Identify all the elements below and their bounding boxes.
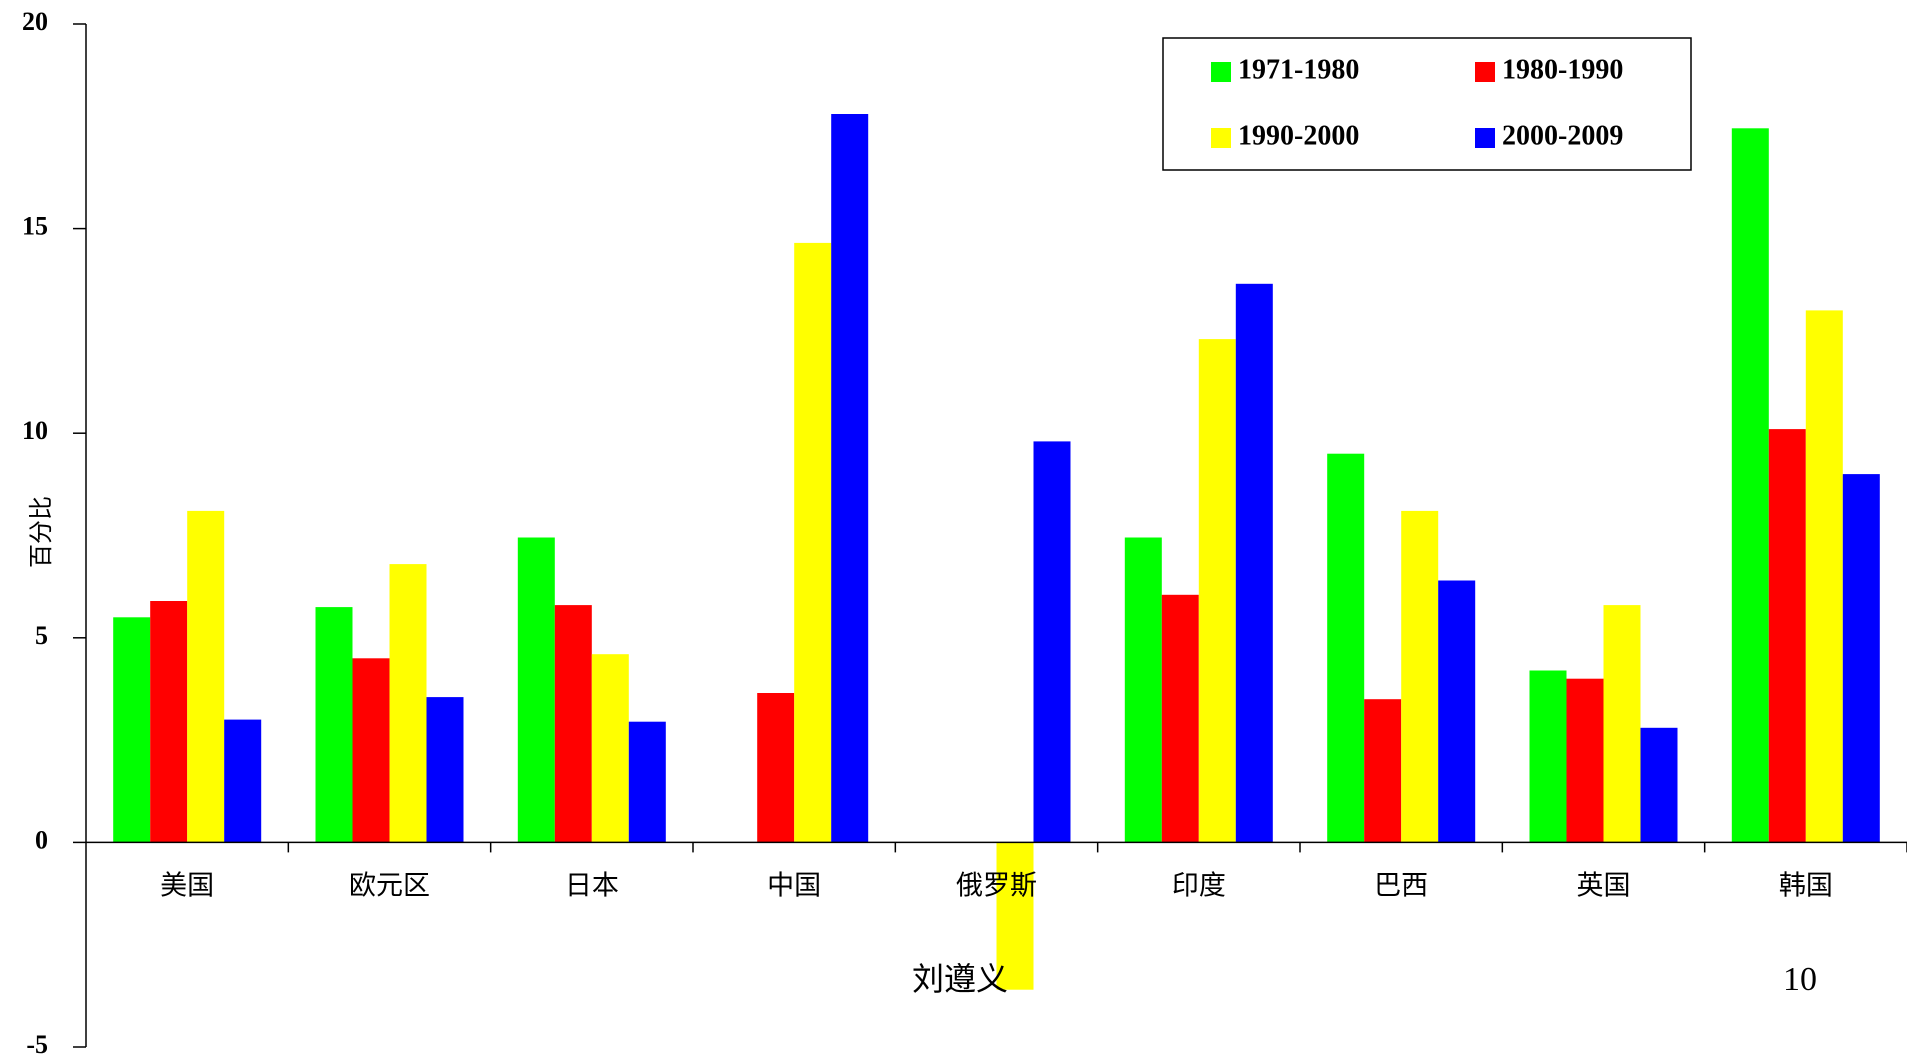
legend-swatch xyxy=(1211,62,1231,82)
bar-1971-1980-欧元区 xyxy=(315,607,353,843)
x-category-label: 印度 xyxy=(1172,870,1226,901)
y-tick-label: 10 xyxy=(22,416,48,445)
bar-2000-2009-中国 xyxy=(831,114,869,843)
legend-entry: 1990-2000 xyxy=(1238,120,1359,151)
bar-1990-2000-韩国 xyxy=(1805,310,1843,843)
bar-2000-2009-日本 xyxy=(628,721,666,843)
bar-1990-2000-巴西 xyxy=(1401,510,1439,843)
bar-1990-2000-英国 xyxy=(1603,605,1641,843)
bar-1980-1990-巴西 xyxy=(1364,699,1402,843)
page-number: 10 xyxy=(1783,961,1817,998)
bar-2000-2009-英国 xyxy=(1640,727,1678,843)
bar-2000-2009-印度 xyxy=(1235,283,1273,843)
y-tick-label: 15 xyxy=(22,212,48,241)
bar-1990-2000-美国 xyxy=(187,510,225,843)
y-tick-label: -5 xyxy=(26,1030,48,1059)
bar-1971-1980-英国 xyxy=(1529,670,1567,843)
bar-1990-2000-中国 xyxy=(794,242,832,843)
bar-1990-2000-印度 xyxy=(1198,339,1236,843)
bar-2000-2009-韩国 xyxy=(1842,474,1880,843)
bar-1980-1990-日本 xyxy=(554,605,592,843)
y-tick-label: 5 xyxy=(35,621,48,650)
footer-author: 刘遵义 xyxy=(912,960,1008,998)
bar-1990-2000-欧元区 xyxy=(389,564,427,843)
legend-entry: 1980-1990 xyxy=(1502,54,1623,85)
bar-2000-2009-欧元区 xyxy=(426,697,464,843)
legend-swatch xyxy=(1475,62,1495,82)
legend-swatch xyxy=(1211,128,1231,148)
bar-1980-1990-中国 xyxy=(757,693,795,843)
y-axis-label: 百分比 xyxy=(27,496,55,568)
bar-1980-1990-印度 xyxy=(1161,594,1199,843)
legend: 1971-1980 1980-1990 1990-2000 2000-2009 xyxy=(1162,37,1692,171)
x-category-label: 韩国 xyxy=(1779,870,1833,901)
bar-1980-1990-欧元区 xyxy=(352,658,390,843)
bar-1990-2000-俄罗斯 xyxy=(996,842,1034,990)
x-category-label: 美国 xyxy=(160,870,214,901)
bar-1980-1990-英国 xyxy=(1566,678,1604,843)
bar-1971-1980-巴西 xyxy=(1327,453,1365,843)
y-tick-label: 20 xyxy=(22,7,48,36)
bar-2000-2009-俄罗斯 xyxy=(1033,441,1071,843)
legend-entry: 2000-2009 xyxy=(1502,120,1623,151)
bar-1971-1980-韩国 xyxy=(1731,128,1769,843)
x-category-label: 欧元区 xyxy=(349,870,430,901)
bar-1980-1990-美国 xyxy=(150,601,188,843)
legend-entry: 1971-1980 xyxy=(1238,54,1359,85)
bar-1980-1990-韩国 xyxy=(1768,429,1806,843)
legend-box xyxy=(1162,37,1692,171)
legend-swatch xyxy=(1475,128,1495,148)
bar-2000-2009-巴西 xyxy=(1438,580,1476,843)
bar-2000-2009-美国 xyxy=(224,719,262,843)
axes-layer: 20 15 10 5 0 -5 美国 欧元区 日本 中国 俄罗斯 印度 巴西 英国 韩国 xyxy=(22,7,1907,1059)
bar-1971-1980-日本 xyxy=(517,537,555,843)
bar-1990-2000-日本 xyxy=(591,654,629,843)
x-category-label: 英国 xyxy=(1577,870,1631,901)
bar-1971-1980-印度 xyxy=(1124,537,1162,843)
x-category-label: 日本 xyxy=(565,870,619,901)
y-tick-label: 0 xyxy=(35,825,48,854)
x-category-label: 巴西 xyxy=(1374,870,1428,901)
bar-1971-1980-美国 xyxy=(113,617,151,843)
bars-layer xyxy=(113,114,1880,990)
x-category-label: 中国 xyxy=(767,870,821,901)
x-category-label: 俄罗斯 xyxy=(956,870,1037,901)
